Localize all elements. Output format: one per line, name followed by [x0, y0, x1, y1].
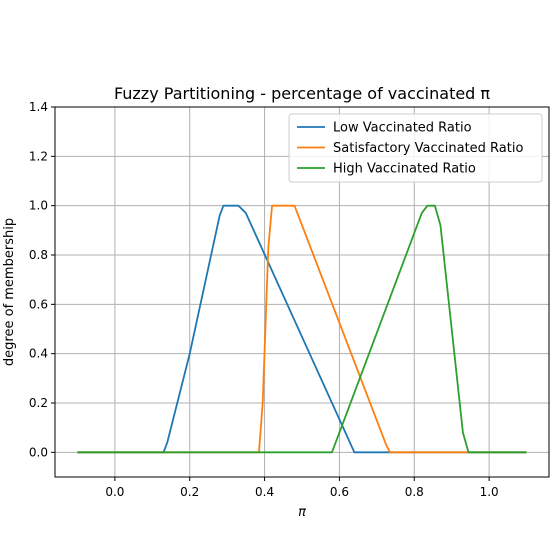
legend: Low Vaccinated Ratio Satisfactory Vaccina…: [288, 113, 543, 183]
x-axis-label: π: [298, 505, 306, 520]
y-axis-label: degree of membership: [2, 218, 17, 366]
x-tick-label: 0.6: [330, 485, 349, 499]
y-tick-label: 1.4: [29, 100, 48, 114]
x-tick-label: 1.0: [480, 485, 499, 499]
series-group: [77, 204, 527, 454]
y-tick-label: 1.2: [29, 149, 48, 163]
plot-frame: [54, 106, 550, 478]
x-tick-label: 0.0: [105, 485, 124, 499]
legend-label: High Vaccinated Ratio: [333, 162, 476, 177]
y-tick-label: 1.0: [29, 199, 48, 213]
x-tick-label: 0.2: [180, 485, 199, 499]
legend-label: Satisfactory Vaccinated Ratio: [333, 141, 523, 156]
x-tick-label: 0.8: [405, 485, 424, 499]
y-tick-label: 0.4: [29, 347, 48, 361]
legend-label: Low Vaccinated Ratio: [333, 121, 472, 136]
chart-title: Fuzzy Partitioning - percentage of vacci…: [114, 84, 490, 103]
legend-box: [288, 113, 543, 183]
ticks: 0.0 0.2 0.4 0.6 0.8 1.0 0.0 0.2 0.4 0.6 0.8 1.0 1.2 1…: [29, 100, 499, 499]
y-tick-label: 0.8: [29, 248, 48, 262]
series-line: [77, 204, 527, 454]
x-tick-label: 0.4: [255, 485, 274, 499]
y-tick-label: 0.6: [29, 297, 48, 311]
y-tick-label: 0.2: [29, 396, 48, 410]
series-line: [77, 204, 527, 454]
y-tick-label: 0.0: [29, 445, 48, 459]
series-line: [77, 204, 527, 454]
